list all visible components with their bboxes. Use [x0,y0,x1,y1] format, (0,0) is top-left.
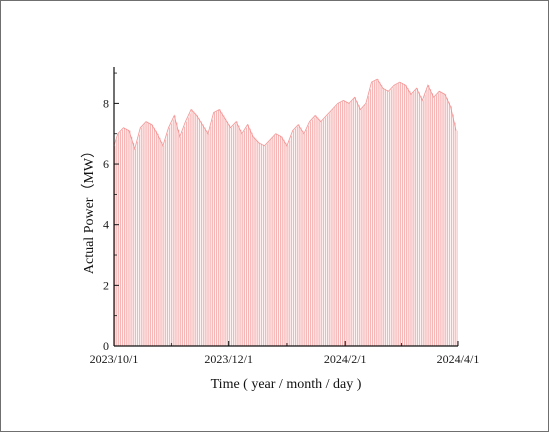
y-tick-label: 6 [103,157,109,171]
y-tick-label: 8 [103,96,109,110]
x-tick-label: 2023/10/1 [90,352,139,366]
power-area-series [113,78,458,346]
x-tick-label: 2024/2/1 [324,352,367,366]
x-tick-labels: 2023/10/1 2023/12/1 2024/2/1 2024/4/1 [90,352,480,366]
series-envelope-0 [114,79,457,346]
y-tick-label: 2 [103,278,109,292]
axes [113,67,459,347]
x-axis-title: Time ( year / month / day ) [211,377,362,392]
x-tick-label: 2024/4/1 [437,352,480,366]
y-tick-label: 4 [103,218,109,232]
y-tick-labels: 0 2 4 6 8 [103,96,109,353]
y-tick-label: 0 [103,339,109,353]
y-axis-title: Actual Power（MW） [81,144,97,274]
x-tick-label: 2023/12/1 [204,352,253,366]
